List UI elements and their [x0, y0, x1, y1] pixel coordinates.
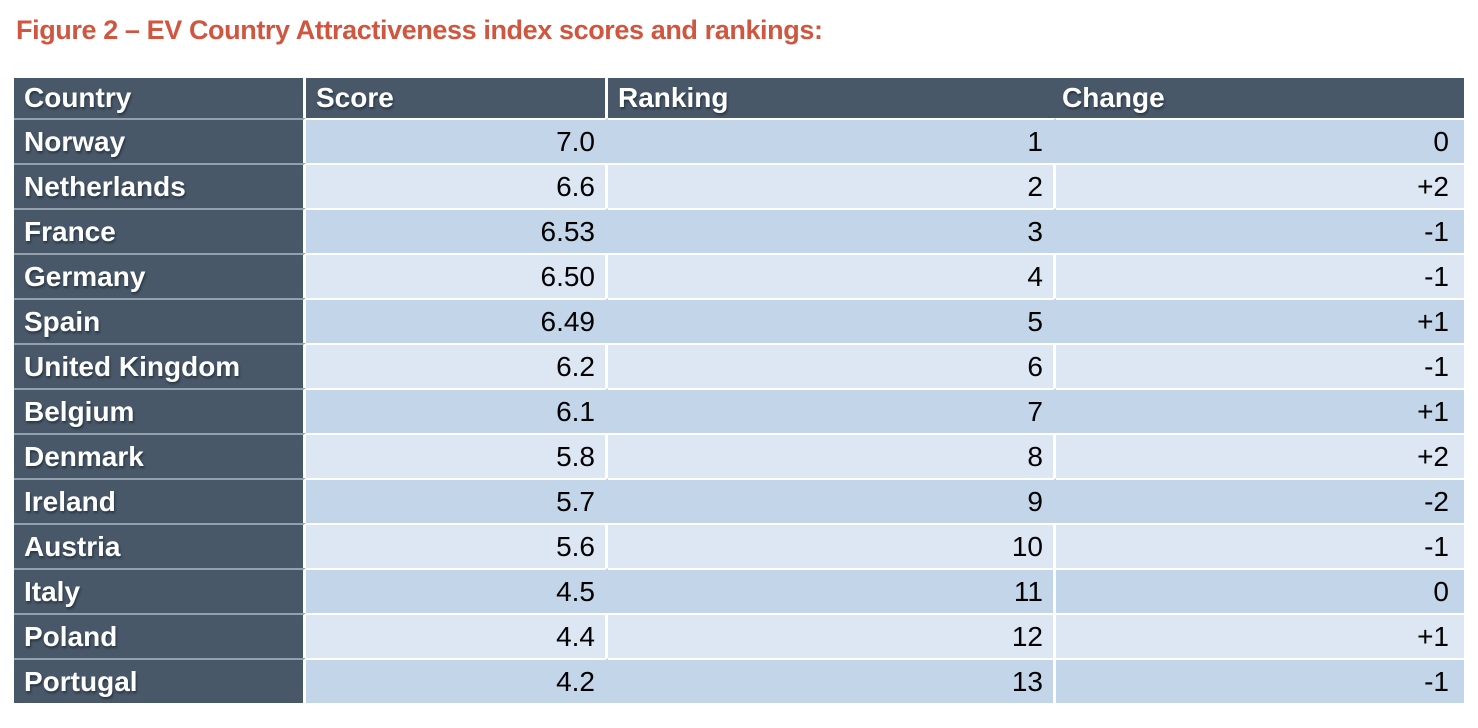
table-row: Norway 7.0 1 0: [14, 118, 1464, 163]
country-cell: France: [14, 208, 306, 253]
country-cell: Austria: [14, 523, 306, 568]
ranking-cell: 12: [608, 613, 1056, 658]
change-cell: -1: [1056, 208, 1464, 253]
table-row: Austria 5.6 10 -1: [14, 523, 1464, 568]
table-row: Netherlands 6.6 2 +2: [14, 163, 1464, 208]
table-row: Denmark 5.8 8 +2: [14, 433, 1464, 478]
column-header-country: Country: [14, 78, 306, 118]
ranking-cell: 11: [608, 568, 1056, 613]
table-row: Germany 6.50 4 -1: [14, 253, 1464, 298]
score-cell: 4.4: [306, 613, 608, 658]
ranking-cell: 3: [608, 208, 1056, 253]
change-cell: -1: [1056, 658, 1464, 703]
score-cell: 5.6: [306, 523, 608, 568]
page-title: Figure 2 – EV Country Attractiveness ind…: [16, 15, 823, 45]
change-cell: -1: [1056, 343, 1464, 388]
ranking-cell: 7: [608, 388, 1056, 433]
score-cell: 6.6: [306, 163, 608, 208]
score-cell: 6.53: [306, 208, 608, 253]
score-cell: 7.0: [306, 118, 608, 163]
change-cell: 0: [1056, 118, 1464, 163]
score-cell: 6.50: [306, 253, 608, 298]
ranking-cell: 9: [608, 478, 1056, 523]
score-cell: 6.49: [306, 298, 608, 343]
ranking-cell: 8: [608, 433, 1056, 478]
country-cell: Denmark: [14, 433, 306, 478]
table-row: Italy 4.5 11 0: [14, 568, 1464, 613]
table-header: Country Score Ranking Change: [14, 78, 1464, 118]
country-cell: Portugal: [14, 658, 306, 703]
country-cell: Poland: [14, 613, 306, 658]
ev-attractiveness-table: Country Score Ranking Change Norway 7.0 1 0…: [14, 78, 1464, 703]
change-cell: +1: [1056, 613, 1464, 658]
table-row: Belgium 6.1 7 +1: [14, 388, 1464, 433]
ranking-cell: 6: [608, 343, 1056, 388]
ranking-cell: 1: [608, 118, 1056, 163]
change-cell: -1: [1056, 253, 1464, 298]
table-row: Spain 6.49 5 +1: [14, 298, 1464, 343]
header-row: Country Score Ranking Change: [14, 78, 1464, 118]
table-row: France 6.53 3 -1: [14, 208, 1464, 253]
country-cell: United Kingdom: [14, 343, 306, 388]
change-cell: -1: [1056, 523, 1464, 568]
change-cell: +2: [1056, 433, 1464, 478]
change-cell: +1: [1056, 298, 1464, 343]
change-cell: 0: [1056, 568, 1464, 613]
country-cell: Spain: [14, 298, 306, 343]
column-header-change: Change: [1056, 78, 1464, 118]
score-cell: 5.8: [306, 433, 608, 478]
change-cell: -2: [1056, 478, 1464, 523]
country-cell: Ireland: [14, 478, 306, 523]
country-cell: Belgium: [14, 388, 306, 433]
table-row: Poland 4.4 12 +1: [14, 613, 1464, 658]
ranking-cell: 4: [608, 253, 1056, 298]
score-cell: 4.5: [306, 568, 608, 613]
table-row: United Kingdom 6.2 6 -1: [14, 343, 1464, 388]
score-cell: 6.2: [306, 343, 608, 388]
country-cell: Germany: [14, 253, 306, 298]
country-cell: Italy: [14, 568, 306, 613]
table-body: Norway 7.0 1 0 Netherlands 6.6 2 +2 France 6.53 3-…: [14, 118, 1464, 703]
score-cell: 4.2: [306, 658, 608, 703]
ranking-cell: 13: [608, 658, 1056, 703]
change-cell: +1: [1056, 388, 1464, 433]
ranking-cell: 10: [608, 523, 1056, 568]
ranking-cell: 5: [608, 298, 1056, 343]
score-cell: 6.1: [306, 388, 608, 433]
table-row: Portugal 4.2 13 -1: [14, 658, 1464, 703]
score-cell: 5.7: [306, 478, 608, 523]
country-cell: Norway: [14, 118, 306, 163]
change-cell: +2: [1056, 163, 1464, 208]
column-header-ranking: Ranking: [608, 78, 1056, 118]
table-row: Ireland 5.7 9 -2: [14, 478, 1464, 523]
column-header-score: Score: [306, 78, 608, 118]
country-cell: Netherlands: [14, 163, 306, 208]
ranking-cell: 2: [608, 163, 1056, 208]
